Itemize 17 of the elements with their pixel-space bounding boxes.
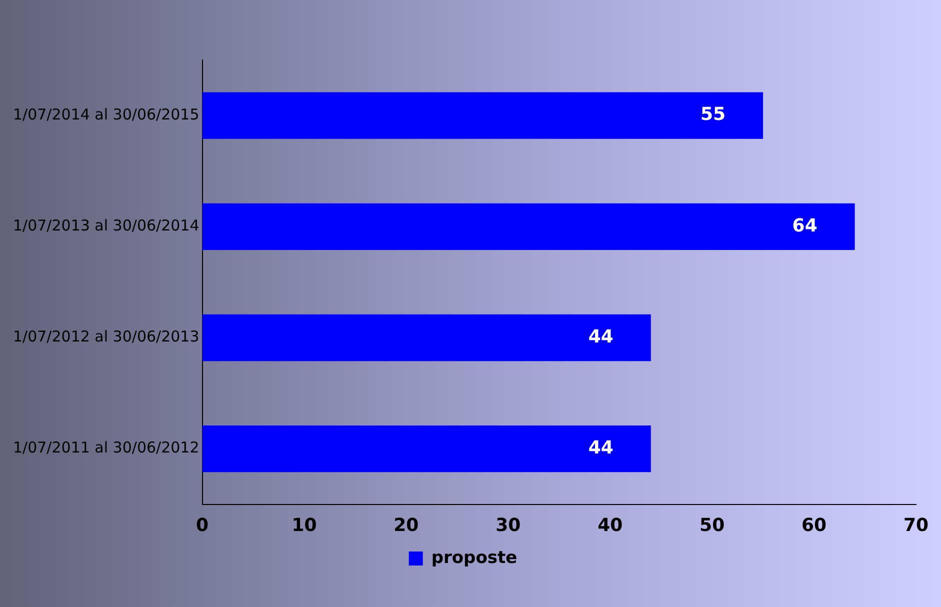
y-tick-label: 1/07/2013 al 30/06/2014 xyxy=(12,216,200,235)
x-tick-label: 40 xyxy=(598,514,623,536)
data-label: 64 xyxy=(792,215,818,236)
x-tick-label: 30 xyxy=(496,514,521,536)
x-tick-label: 60 xyxy=(802,514,827,536)
x-tick-label: 20 xyxy=(394,514,419,536)
y-tick-label: 1/07/2012 al 30/06/2013 xyxy=(12,328,200,346)
x-tick-label: 0 xyxy=(196,514,209,536)
y-tick-label: 1/07/2014 al 30/06/2015 xyxy=(12,105,200,124)
data-label: 55 xyxy=(700,104,726,126)
y-tick-label: 1/07/2011 al 30/06/2012 xyxy=(12,438,200,457)
data-label: 44 xyxy=(588,326,614,348)
x-tick-label: 10 xyxy=(292,514,317,536)
x-tick-label: 50 xyxy=(700,514,725,536)
data-label: 44 xyxy=(588,438,614,459)
x-tick-label: 70 xyxy=(903,514,929,536)
legend-label: proposte xyxy=(431,548,518,568)
